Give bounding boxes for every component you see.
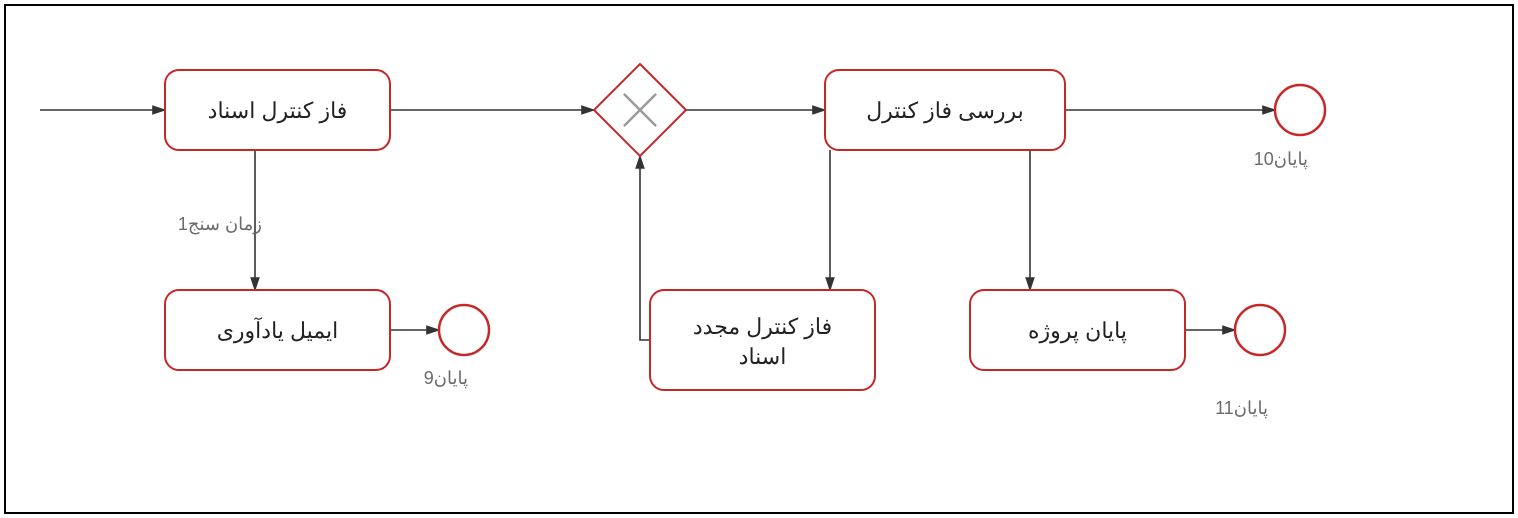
task-doc-recontrol-phase-label-1: فاز کنترل مجدد bbox=[693, 314, 832, 340]
end-event-9-label: پایان9 bbox=[424, 368, 468, 389]
task-reminder-email-label: ایمیل یادآوری bbox=[217, 317, 339, 344]
end-event-11 bbox=[1235, 305, 1285, 355]
edge-label-timer1: زمان سنج1 bbox=[178, 214, 262, 235]
edge-t4-to-gateway bbox=[640, 156, 650, 340]
task-end-project-label: پایان پروژه bbox=[1028, 318, 1127, 344]
end-event-10-label: پایان10 bbox=[1254, 149, 1308, 170]
task-doc-control-phase-label: فاز کنترل اسناد bbox=[208, 98, 348, 124]
task-doc-recontrol-phase bbox=[650, 290, 875, 390]
task-doc-recontrol-phase-label-2: اسناد bbox=[739, 344, 787, 369]
end-event-11-label: پایان11 bbox=[1215, 398, 1268, 419]
end-event-9 bbox=[439, 305, 489, 355]
end-event-10 bbox=[1275, 85, 1325, 135]
bpmn-diagram: فاز کنترل اسناد ایمیل یادآوری بررسی فاز کن… bbox=[0, 0, 1518, 518]
task-review-control-phase-label: بررسی فاز کنترل bbox=[866, 98, 1024, 124]
